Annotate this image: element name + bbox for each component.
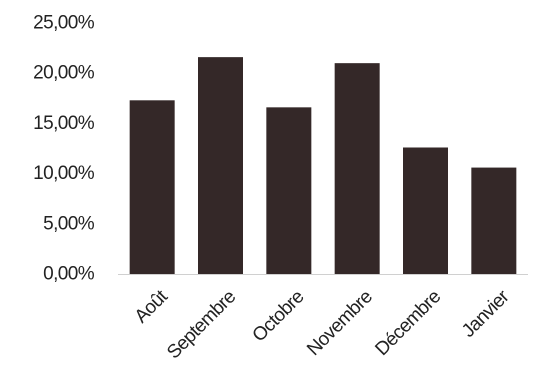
x-tick-label: Novembre (303, 287, 376, 360)
y-axis: 0,00% 5,00% 10,00% 15,00% 20,00% 25,00% (33, 13, 95, 285)
y-tick-label: 10,00% (33, 163, 95, 184)
y-tick-label: 15,00% (33, 113, 95, 134)
bar (471, 167, 517, 274)
x-tick-label: Septembre (163, 287, 240, 364)
y-tick-label: 20,00% (33, 63, 95, 84)
x-tick-label: Octobre (249, 287, 309, 347)
y-tick-label: 5,00% (43, 213, 95, 234)
x-tick-label: Décembre (371, 287, 444, 360)
bars (129, 57, 517, 274)
x-tick-label: Août (131, 286, 173, 328)
bar (266, 107, 312, 274)
bar (198, 57, 243, 274)
y-tick-label: 0,00% (43, 264, 95, 285)
bar (129, 100, 175, 274)
bar (403, 147, 448, 274)
bar (334, 63, 380, 274)
y-tick-label: 25,00% (33, 13, 95, 34)
x-tick-label: Janvier (458, 286, 514, 342)
